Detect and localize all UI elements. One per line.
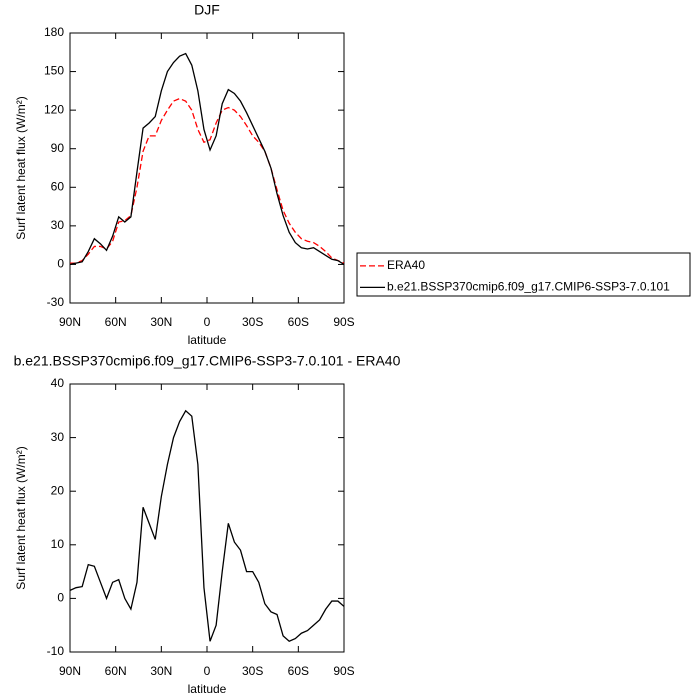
x-tick-label: 30S	[242, 664, 263, 678]
x-tick-label: 30N	[150, 315, 172, 329]
y-tick-label: 150	[44, 64, 64, 78]
x-tick-label: 90S	[333, 664, 354, 678]
x-tick-label: 60S	[288, 315, 309, 329]
x-tick-label: 60S	[288, 664, 309, 678]
x-tick-label: 90N	[59, 315, 81, 329]
y-tick-label: 90	[51, 141, 65, 155]
chart-title: b.e21.BSSP370cmip6.f09_g17.CMIP6-SSP3-7.…	[14, 353, 401, 369]
x-tick-label: 0	[204, 664, 211, 678]
x-axis-label: latitude	[188, 682, 227, 696]
y-tick-label: 120	[44, 102, 64, 116]
x-tick-label: 90N	[59, 664, 81, 678]
y-tick-label: 60	[51, 179, 65, 193]
data-line	[70, 97, 345, 264]
y-axis-label: Surf latent heat flux (W/m²)	[14, 96, 28, 239]
plot-frame	[69, 32, 345, 304]
x-tick-label: 60N	[105, 664, 127, 678]
data-line	[69, 409, 345, 643]
y-tick-label: 40	[51, 376, 65, 390]
legend-label: ERA40	[387, 258, 425, 272]
legend-label: b.e21.BSSP370cmip6.f09_g17.CMIP6-SSP3-7.…	[387, 280, 670, 294]
y-tick-label: 30	[51, 218, 65, 232]
x-tick-label: 30S	[242, 315, 263, 329]
legend-box	[356, 252, 691, 297]
x-tick-label: 0	[204, 315, 211, 329]
chart-title: DJF	[194, 2, 220, 18]
y-tick-label: -30	[47, 295, 65, 309]
x-axis-label: latitude	[188, 333, 227, 347]
y-axis-label: Surf latent heat flux (W/m²)	[14, 446, 28, 589]
x-tick-label: 60N	[105, 315, 127, 329]
y-tick-label: 0	[57, 591, 64, 605]
data-line	[69, 52, 345, 266]
y-tick-label: 10	[51, 537, 65, 551]
x-tick-label: 90S	[333, 315, 354, 329]
y-tick-label: 0	[57, 257, 64, 271]
x-tick-label: 30N	[150, 664, 172, 678]
y-tick-label: 20	[51, 483, 65, 497]
y-tick-label: 30	[51, 430, 65, 444]
y-tick-label: 180	[44, 25, 64, 39]
y-tick-label: -10	[47, 644, 65, 658]
